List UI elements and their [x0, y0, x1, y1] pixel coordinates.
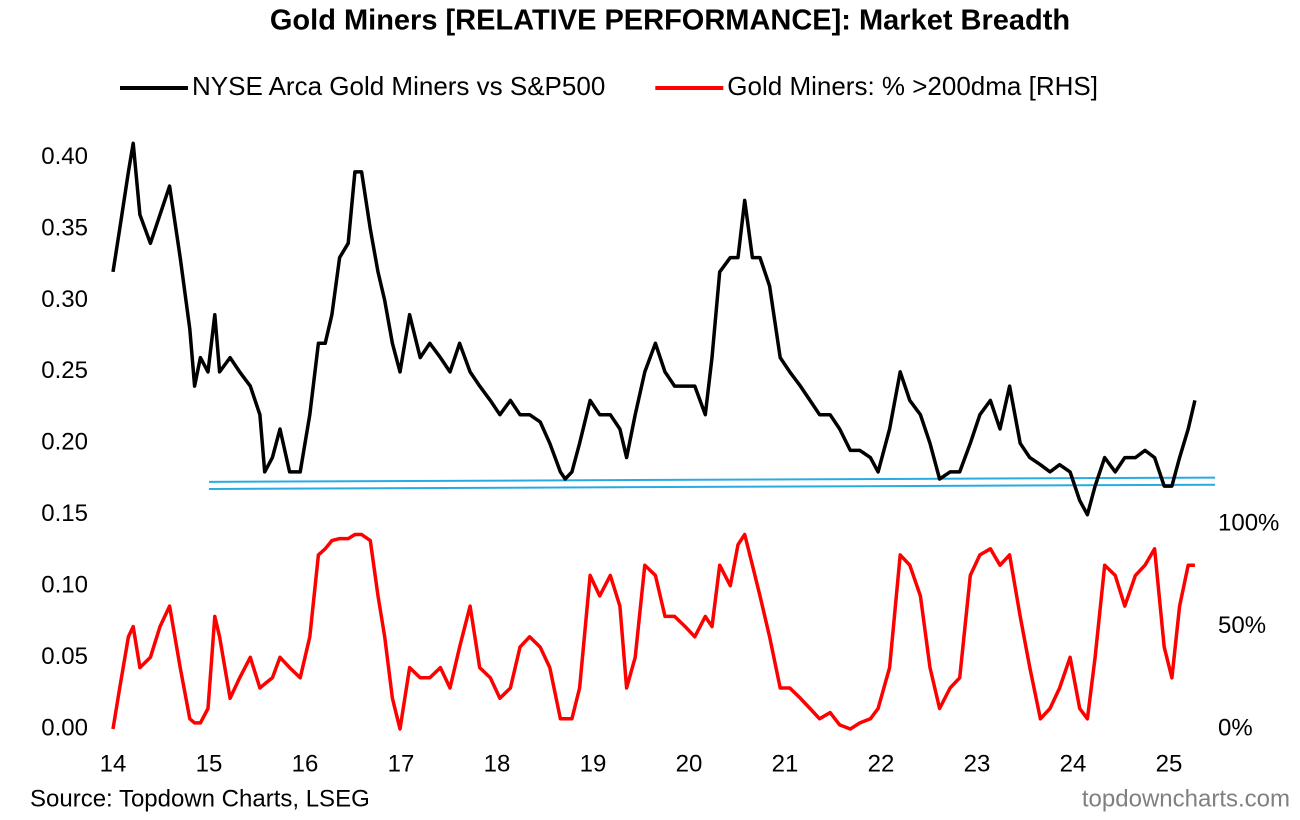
y-tick-label: 0.00 — [41, 714, 88, 741]
y-tick-label: 0.35 — [41, 214, 88, 241]
x-tick-label: 15 — [196, 750, 223, 777]
x-tick-label: 20 — [676, 750, 703, 777]
x-tick-label: 18 — [484, 750, 511, 777]
x-tick-label: 19 — [580, 750, 607, 777]
series-line — [111, 141, 1197, 517]
y-tick-label: 0.15 — [41, 500, 88, 527]
x-tick-label: 14 — [100, 750, 127, 777]
x-tick-label: 16 — [292, 750, 319, 777]
chart-title: Gold Miners [RELATIVE PERFORMANCE]: Mark… — [270, 5, 1070, 37]
reference-line — [208, 483, 1216, 490]
y-tick-label: 0.20 — [41, 429, 88, 456]
x-tick-label: 22 — [868, 750, 895, 777]
y-tick-label: 0.40 — [41, 143, 88, 170]
x-tick-label: 23 — [964, 750, 991, 777]
y2-tick-label: 0% — [1218, 714, 1253, 741]
x-tick-label: 25 — [1156, 750, 1183, 777]
legend-label: Gold Miners: % >200dma [RHS] — [727, 71, 1098, 101]
legend-label: NYSE Arca Gold Miners vs S&P500 — [192, 71, 605, 101]
x-tick-label: 17 — [388, 750, 415, 777]
y2-tick-label: 100% — [1218, 510, 1279, 537]
x-tick-label: 21 — [772, 750, 799, 777]
reference-line — [208, 476, 1216, 483]
source: Source: Topdown Charts, LSEG — [30, 785, 370, 812]
watermark: topdowncharts.com — [1082, 785, 1290, 812]
y-tick-label: 0.25 — [41, 357, 88, 384]
y-tick-label: 0.10 — [41, 571, 88, 598]
y-tick-label: 0.30 — [41, 286, 88, 313]
x-tick-label: 24 — [1060, 750, 1087, 777]
series-line — [111, 532, 1195, 731]
y2-tick-label: 50% — [1218, 612, 1266, 639]
y-tick-label: 0.05 — [41, 643, 88, 670]
